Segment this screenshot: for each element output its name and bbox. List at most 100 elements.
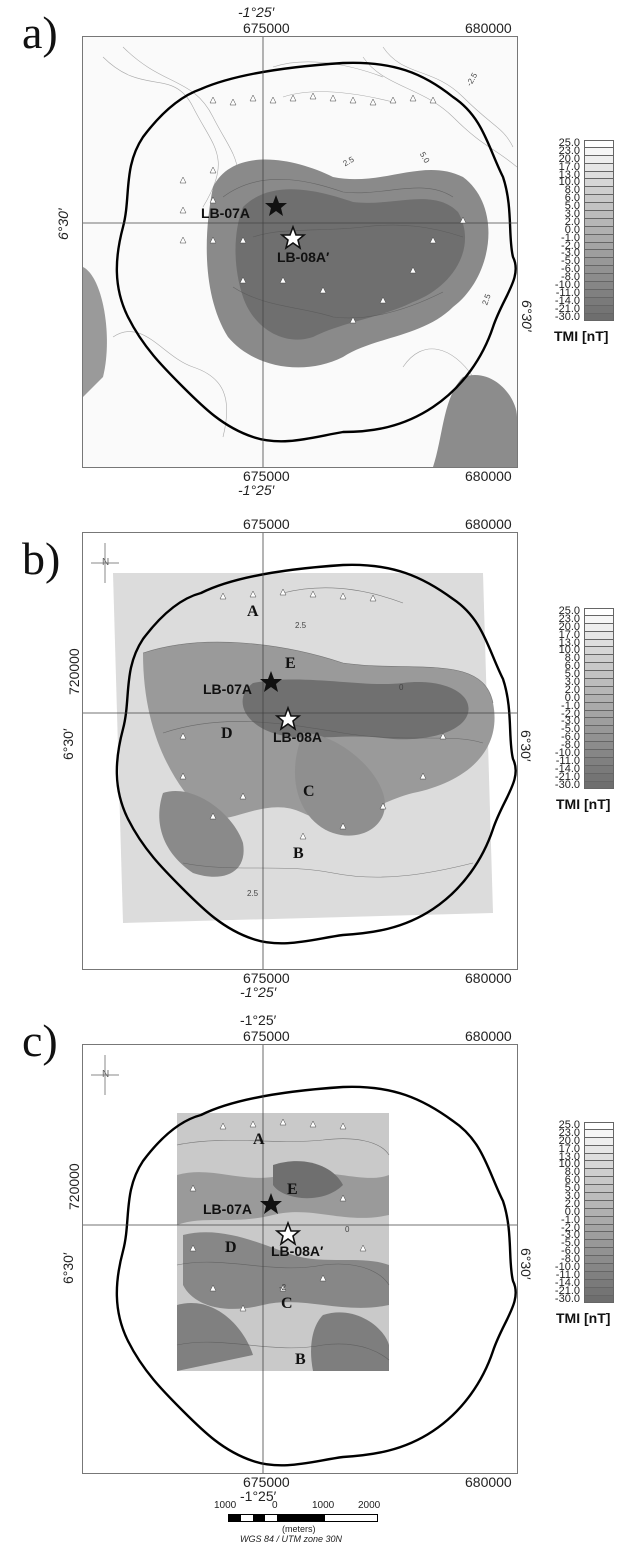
legend-value: 6.0 — [564, 660, 580, 673]
map-datum: WGS 84 / UTM zone 30N — [240, 1534, 343, 1544]
legend-value: -2.0 — [561, 707, 580, 720]
zone-label-b: B — [293, 845, 304, 862]
legend-value: -21.0 — [554, 1284, 580, 1297]
legend-swatch — [584, 1129, 614, 1138]
legend-value: -6.0 — [561, 1245, 580, 1258]
zone-label-a: A — [247, 603, 259, 620]
legend-value: 20.0 — [558, 620, 580, 633]
legend-value: 0.0 — [564, 223, 580, 236]
legend-value: 8.0 — [564, 652, 580, 665]
legend-value: -11.0 — [555, 754, 580, 767]
legend-value: 23.0 — [558, 1126, 580, 1139]
legend-swatch — [584, 608, 614, 616]
legend-value: 2.0 — [564, 1197, 580, 1210]
latitude-label-right: 6°30′ — [518, 730, 534, 762]
legend-swatch — [584, 623, 614, 632]
tmi-map-b-svg — [83, 533, 517, 969]
legend-value: -1.0 — [561, 231, 580, 244]
legend-value: 8.0 — [564, 1166, 580, 1179]
legend-value: 20.0 — [558, 1134, 580, 1147]
legend-swatch — [584, 781, 614, 790]
well-star-lb08a — [274, 705, 302, 731]
contour-label: 2.5 — [295, 621, 307, 630]
longitude-label-bottom: -1°25′ — [240, 1488, 277, 1504]
legend-value: 25.0 — [558, 1119, 580, 1131]
contour-label: 2.5 — [247, 889, 259, 898]
easting-label-bottom-right: 680000 — [465, 468, 512, 484]
north-arrow-label: N — [102, 557, 110, 568]
easting-label-top-right: 680000 — [465, 1028, 512, 1044]
legend-swatch — [584, 1224, 614, 1233]
scale-unit: (meters) — [282, 1524, 316, 1534]
legend-value: 3.0 — [564, 1190, 580, 1203]
legend-value: 13.0 — [558, 1150, 580, 1163]
legend-value: 23.0 — [558, 144, 580, 157]
legend-swatch — [584, 1122, 614, 1130]
contour-label: 0 — [399, 683, 404, 692]
well-label-lb08a: LB-08A′ — [277, 249, 330, 265]
tmi-map-c: N LB-07A LB-08A′ A B C D E 0 -2 — [82, 1044, 518, 1474]
legend-value: 13.0 — [558, 636, 580, 649]
legend-swatch — [584, 702, 614, 711]
legend-value: -5.0 — [561, 723, 580, 736]
well-label-lb07a: LB-07A — [203, 1201, 253, 1217]
easting-label-bottom-right: 680000 — [465, 970, 512, 986]
longitude-label-top: -1°25′ — [238, 4, 275, 20]
legend-swatch — [584, 686, 614, 695]
legend-swatch — [584, 1153, 614, 1162]
well-label-lb07a: LB-07A — [201, 205, 251, 221]
easting-label-bottom-right: 680000 — [465, 1474, 512, 1490]
zone-label-b: B — [295, 1351, 306, 1368]
legend-swatch — [584, 765, 614, 774]
legend-swatch — [584, 1271, 614, 1280]
legend-value: -10.0 — [554, 1261, 580, 1274]
latitude-label-left: 6°30′ — [60, 728, 76, 760]
legend-value: -21.0 — [554, 770, 580, 783]
well-star-lb07a — [265, 195, 287, 216]
zone-label-c: C — [281, 1295, 293, 1312]
legend-labels: 25.0 23.0 20.0 17.0 13.0 10.0 8.0 6.0 5.0 3.0 2.0 0… — [548, 1119, 580, 1304]
legend-value: -1.0 — [561, 699, 580, 712]
legend-value: 23.0 — [558, 612, 580, 625]
zone-label-e: E — [287, 1181, 298, 1198]
legend-swatch — [584, 742, 614, 751]
legend-swatch — [584, 631, 614, 640]
legend-value: 3.0 — [564, 676, 580, 689]
contour-label: 0 — [345, 1225, 350, 1234]
legend-value: 17.0 — [558, 1142, 580, 1155]
legend-swatch — [584, 750, 614, 758]
legend-swatch — [584, 694, 614, 703]
latitude-label-left: 6°30′ — [60, 1252, 76, 1284]
legend-swatch — [584, 773, 614, 782]
legend-value: 0.0 — [564, 1205, 580, 1218]
legend-swatch — [584, 218, 614, 227]
legend-value: -3.0 — [561, 1229, 580, 1242]
legend-swatch — [584, 258, 614, 267]
legend-swatch — [584, 1295, 614, 1304]
legend-value: -8.0 — [561, 1253, 580, 1266]
easting-label-top-left: 675000 — [243, 1028, 290, 1044]
legend-swatch — [584, 1256, 614, 1265]
legend-value: -1.0 — [561, 1213, 580, 1226]
easting-label-top-left: 675000 — [243, 20, 290, 36]
legend-value: -11.0 — [555, 1268, 580, 1281]
legend-swatch — [584, 266, 614, 275]
legend-value: 10.0 — [558, 644, 580, 657]
legend-swatch — [584, 726, 614, 735]
panel-letter: c) — [22, 1015, 58, 1066]
longitude-label-bottom: -1°25′ — [240, 984, 277, 1000]
legend-value: -2.0 — [561, 239, 580, 252]
scale-tick: 2000 — [358, 1500, 381, 1511]
legend-swatch — [584, 187, 614, 196]
legend-swatch — [584, 1248, 614, 1257]
zone-label-e: E — [285, 655, 296, 672]
legend-swatch — [584, 757, 614, 766]
legend-swatch — [584, 1216, 614, 1225]
legend-value: -5.0 — [561, 255, 580, 268]
legend-swatch — [584, 1232, 614, 1241]
legend-value: -6.0 — [561, 731, 580, 744]
well-star-lb07a — [260, 1193, 282, 1214]
legend-swatch — [584, 639, 614, 648]
zone-label-d: D — [221, 725, 233, 742]
legend-value: -3.0 — [561, 715, 580, 728]
